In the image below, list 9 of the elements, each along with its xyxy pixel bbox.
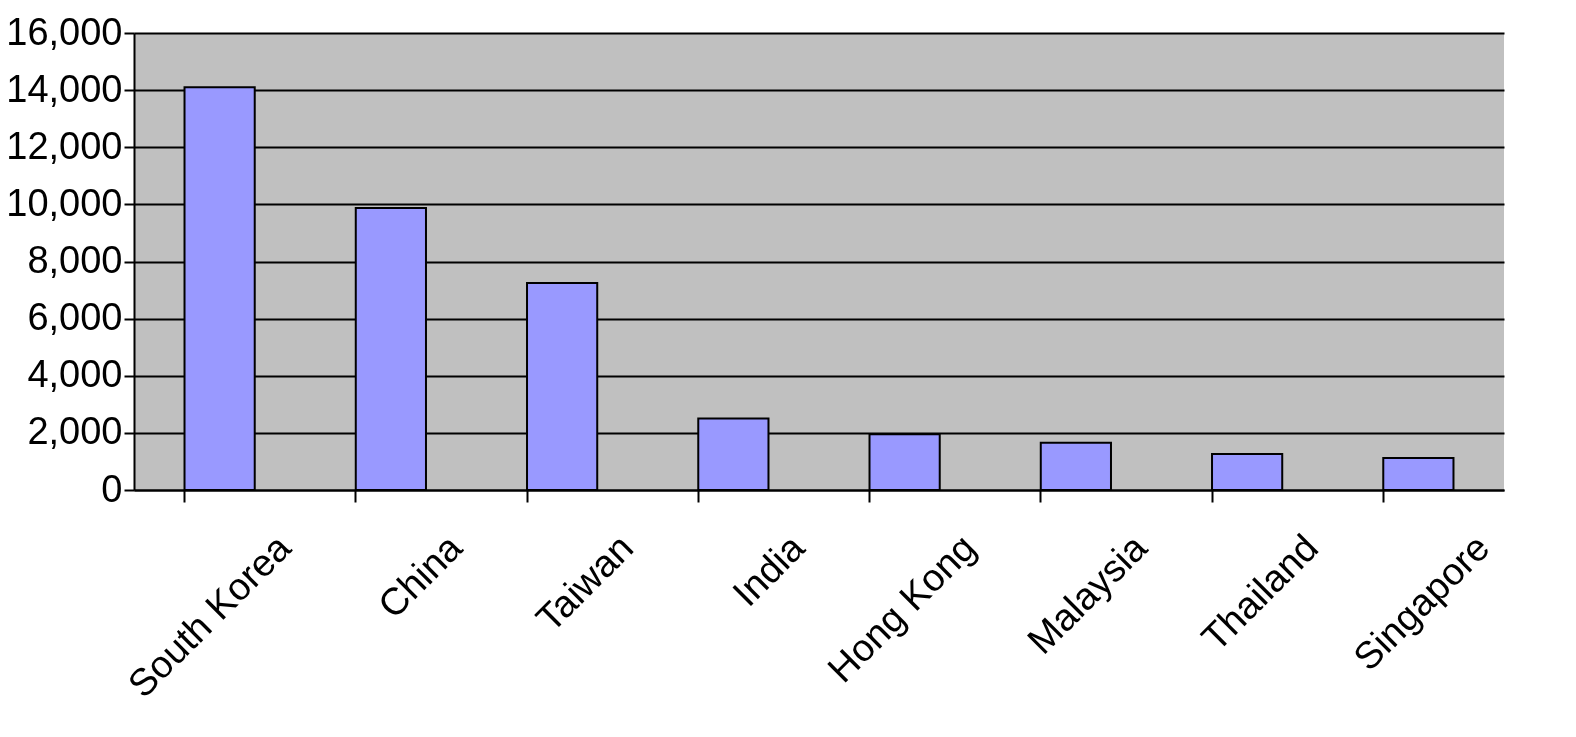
y-tick-label: 8,000 bbox=[27, 239, 123, 281]
y-tick-label: 6,000 bbox=[27, 296, 123, 339]
y-tick-label: 4,000 bbox=[27, 353, 123, 396]
y-tick-label: 10,000 bbox=[6, 181, 123, 224]
y-tick-label: 16,000 bbox=[6, 10, 123, 53]
y-tick-label: 2,000 bbox=[27, 410, 123, 453]
y-tick-label: 0 bbox=[101, 467, 123, 510]
y-tick-label: 12,000 bbox=[6, 124, 123, 167]
y-tick-label: 14,000 bbox=[6, 67, 123, 110]
